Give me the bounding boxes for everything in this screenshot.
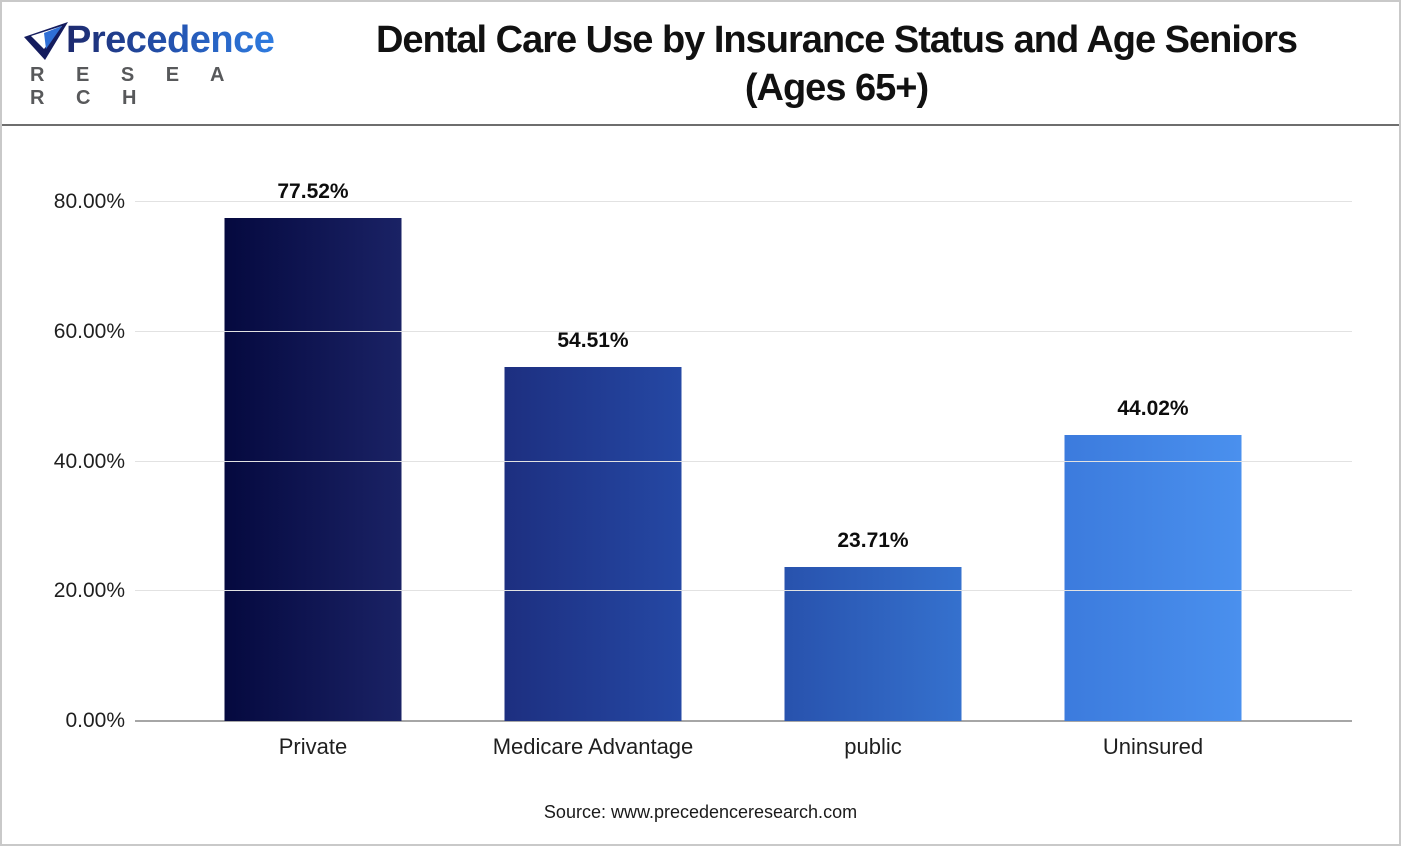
y-axis-tick-label: 60.00% xyxy=(53,319,125,343)
x-axis-label-medicare-advantage: Medicare Advantage xyxy=(492,734,694,759)
y-axis-tick-label: 80.00% xyxy=(53,190,125,213)
header: Precedence R E S E A R C H Dental Care U… xyxy=(2,2,1399,126)
logo-brand-text: Precedence xyxy=(66,19,275,61)
y-axis-tick-label: 20.00% xyxy=(53,579,125,603)
bar-private xyxy=(224,218,402,721)
y-axis-tick-label: 0.00% xyxy=(65,709,125,732)
x-axis-line xyxy=(135,720,1352,722)
x-axis-label-public: public xyxy=(844,734,902,759)
gridline-20 xyxy=(135,590,1352,592)
source-text: Source: www.precedenceresearch.com xyxy=(543,802,858,822)
bar-medicare-advantage xyxy=(504,367,682,721)
chart-title-line1: Dental Care Use by Insurance Status and … xyxy=(375,19,1298,61)
x-axis-label-private: Private xyxy=(278,734,348,759)
bar-value-label-medicare-advantage: 54.51% xyxy=(557,329,629,353)
y-axis-tick-label: 40.00% xyxy=(53,449,125,473)
gridline-60 xyxy=(135,330,1352,332)
gridline-40 xyxy=(135,460,1352,462)
chart-title: Dental Care Use by Insurance Status and … xyxy=(274,2,1399,112)
gridline-80 xyxy=(135,201,1352,202)
x-axis-label-uninsured: Uninsured xyxy=(1102,734,1204,759)
chart-title-line2: (Ages 65+) xyxy=(744,67,929,109)
paper-plane-icon xyxy=(24,22,68,60)
bar-uninsured xyxy=(1064,435,1242,721)
bar-group-public: 23.71% public xyxy=(733,202,1013,759)
logo-research-text: R E S E A R C H xyxy=(30,64,237,109)
bar-group-medicare-advantage: 54.51% Medicare Advantage xyxy=(453,202,733,759)
bar-group-private: 77.52% Private xyxy=(173,180,453,759)
bar-value-label-public: 23.71% xyxy=(837,529,909,553)
bar-value-label-private: 77.52% xyxy=(277,180,349,204)
bar-value-label-uninsured: 44.02% xyxy=(1117,397,1189,421)
plot-area: 77.52% Private 54.51% Medicare Advantage 23.… xyxy=(54,180,1352,759)
bar-group-uninsured: 44.02% Uninsured xyxy=(1013,202,1293,759)
bar-public xyxy=(784,567,962,721)
logo-wordmark: Precedence xyxy=(24,18,275,62)
precedence-research-logo: Precedence R E S E A R C H xyxy=(2,2,275,110)
bars-container: 77.52% Private 54.51% Medicare Advantage 23.… xyxy=(173,180,1293,759)
